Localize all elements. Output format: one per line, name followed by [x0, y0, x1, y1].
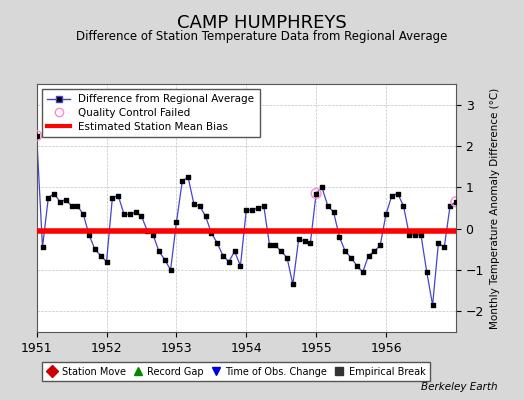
Point: [341, 248, 350, 255]
Point: [172, 219, 181, 226]
Point: [178, 178, 187, 184]
Point: [457, 199, 466, 205]
Point: [190, 201, 198, 207]
Point: [32, 132, 41, 139]
Point: [32, 132, 41, 139]
Point: [236, 263, 245, 269]
Point: [335, 234, 344, 240]
Point: [457, 199, 466, 205]
Point: [108, 194, 116, 201]
Legend: Station Move, Record Gap, Time of Obs. Change, Empirical Break: Station Move, Record Gap, Time of Obs. C…: [41, 362, 430, 381]
Point: [219, 252, 227, 259]
Point: [446, 203, 454, 209]
Point: [143, 228, 151, 234]
Point: [300, 238, 309, 244]
Point: [422, 269, 431, 275]
Point: [452, 199, 460, 205]
Point: [353, 263, 361, 269]
Point: [248, 207, 256, 213]
Point: [394, 190, 402, 197]
Point: [277, 248, 286, 255]
Point: [126, 211, 134, 218]
Point: [195, 203, 204, 209]
Point: [137, 213, 146, 220]
Point: [312, 190, 320, 197]
Point: [120, 211, 128, 218]
Point: [347, 254, 355, 261]
Point: [417, 232, 425, 238]
Point: [85, 232, 93, 238]
Point: [440, 244, 449, 250]
Point: [160, 256, 169, 263]
Point: [132, 209, 140, 215]
Point: [312, 190, 320, 197]
Point: [289, 281, 297, 288]
Point: [382, 211, 390, 218]
Point: [62, 196, 70, 203]
Point: [38, 244, 47, 250]
Point: [213, 240, 221, 246]
Point: [265, 242, 274, 248]
Point: [79, 211, 88, 218]
Point: [207, 230, 215, 236]
Point: [358, 269, 367, 275]
Point: [231, 248, 239, 255]
Point: [259, 203, 268, 209]
Point: [242, 207, 250, 213]
Point: [283, 254, 291, 261]
Point: [271, 242, 280, 248]
Point: [388, 192, 396, 199]
Point: [50, 190, 58, 197]
Point: [225, 258, 233, 265]
Point: [73, 203, 82, 209]
Point: [411, 232, 419, 238]
Y-axis label: Monthly Temperature Anomaly Difference (°C): Monthly Temperature Anomaly Difference (…: [489, 87, 499, 329]
Point: [434, 240, 443, 246]
Point: [318, 184, 326, 190]
Point: [96, 252, 105, 259]
Point: [201, 213, 210, 220]
Point: [68, 203, 76, 209]
Text: Difference of Station Temperature Data from Regional Average: Difference of Station Temperature Data f…: [77, 30, 447, 43]
Point: [44, 194, 52, 201]
Point: [56, 199, 64, 205]
Text: CAMP HUMPHREYS: CAMP HUMPHREYS: [177, 14, 347, 32]
Point: [155, 248, 163, 255]
Point: [294, 236, 303, 242]
Point: [429, 302, 437, 308]
Point: [102, 258, 111, 265]
Point: [114, 192, 123, 199]
Text: Berkeley Earth: Berkeley Earth: [421, 382, 498, 392]
Point: [330, 209, 338, 215]
Point: [184, 174, 192, 180]
Point: [370, 248, 378, 255]
Point: [364, 252, 373, 259]
Point: [405, 232, 413, 238]
Point: [254, 205, 262, 211]
Point: [306, 240, 314, 246]
Point: [324, 203, 332, 209]
Point: [167, 267, 175, 273]
Point: [91, 246, 99, 252]
Point: [452, 199, 460, 205]
Point: [376, 242, 385, 248]
Point: [399, 203, 408, 209]
Point: [149, 232, 157, 238]
